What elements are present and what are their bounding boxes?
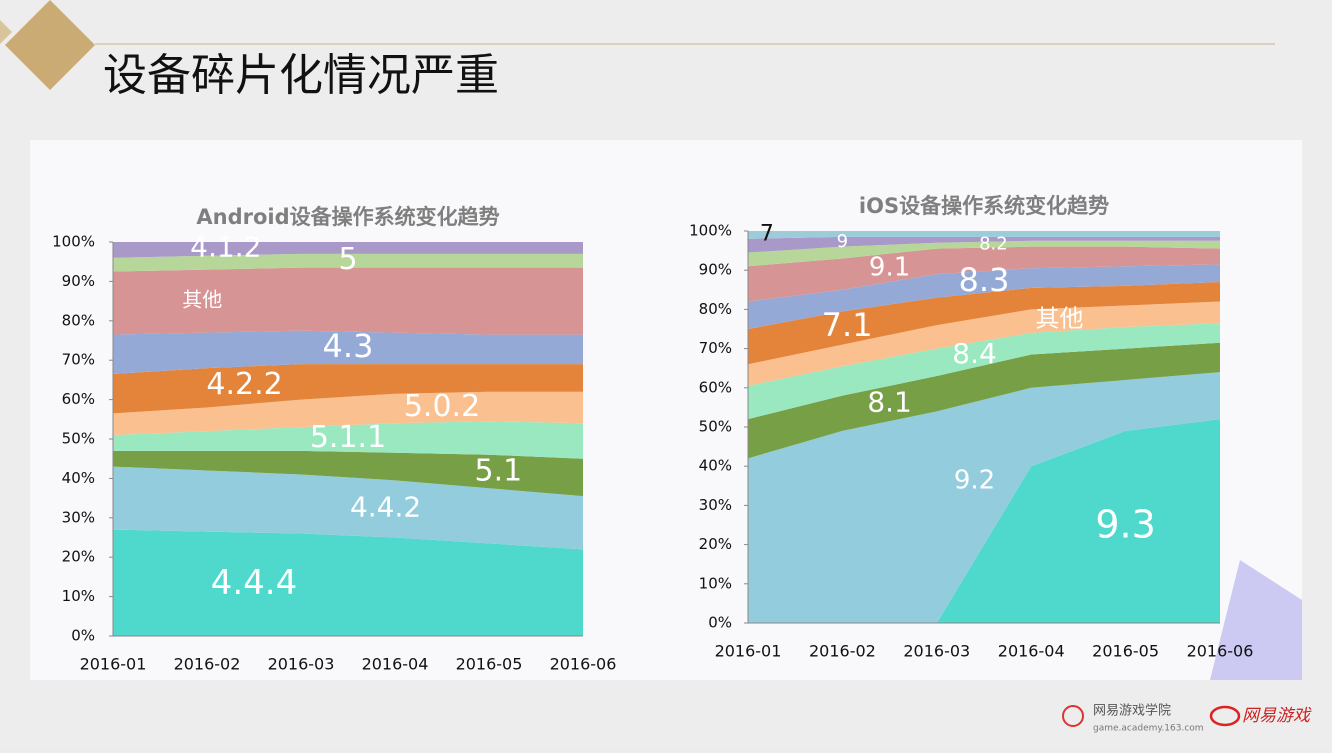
area-series bbox=[113, 421, 583, 459]
logo-url: game.academy.163.com bbox=[1093, 724, 1204, 734]
area-series bbox=[113, 529, 583, 636]
series-label: 8.1 bbox=[867, 385, 912, 418]
area-series bbox=[113, 450, 583, 497]
x-tick-label: 2016-04 bbox=[998, 642, 1065, 661]
series-label: 9 bbox=[837, 231, 848, 252]
area-series bbox=[113, 253, 583, 272]
series-label: 4.1.2 bbox=[190, 231, 261, 264]
x-tick-label: 2016-01 bbox=[80, 655, 147, 674]
y-tick-label: 30% bbox=[699, 496, 732, 514]
chart-title: iOS设备操作系统变化趋势 bbox=[859, 194, 1109, 218]
x-tick-label: 2016-04 bbox=[362, 655, 429, 674]
area-series bbox=[748, 240, 1220, 267]
area-series bbox=[748, 264, 1220, 329]
y-tick-label: 20% bbox=[699, 535, 732, 553]
slide-title: 设备碎片化情况严重 bbox=[103, 50, 499, 101]
series-label: 9.3 bbox=[1095, 502, 1155, 546]
y-tick-label: 20% bbox=[62, 548, 95, 566]
series-label: 4.4.4 bbox=[211, 563, 298, 603]
area-series bbox=[748, 323, 1220, 420]
series-label: 5 bbox=[338, 242, 357, 277]
y-tick-label: 30% bbox=[62, 508, 95, 526]
y-tick-label: 10% bbox=[699, 574, 732, 592]
y-tick-label: 50% bbox=[62, 430, 95, 448]
decor-diamond bbox=[5, 0, 95, 90]
area-series bbox=[748, 419, 1220, 623]
y-tick-label: 0% bbox=[71, 627, 95, 645]
chart-title: Android设备操作系统变化趋势 bbox=[196, 205, 499, 229]
series-label: 4.2.2 bbox=[206, 367, 282, 402]
series-label: 5.1.1 bbox=[310, 420, 386, 455]
series-label: 5.1 bbox=[475, 454, 523, 489]
series-label: 8.3 bbox=[959, 261, 1010, 299]
logo-icon bbox=[1062, 705, 1084, 727]
x-tick-label: 2016-06 bbox=[1187, 642, 1254, 661]
y-tick-label: 60% bbox=[699, 378, 732, 396]
decor-tri bbox=[0, 20, 12, 44]
area-series bbox=[113, 330, 583, 374]
y-tick-label: 0% bbox=[708, 614, 732, 632]
series-label: 8.2 bbox=[979, 234, 1008, 255]
area-series bbox=[113, 267, 583, 335]
y-tick-label: 70% bbox=[62, 351, 95, 369]
y-tick-label: 40% bbox=[62, 469, 95, 487]
logos: 网易游戏学院 game.academy.163.com 网易游戏 bbox=[1062, 703, 1312, 734]
x-tick-label: 2016-05 bbox=[1092, 642, 1159, 661]
y-tick-label: 100% bbox=[52, 233, 95, 251]
series-label: 其他 bbox=[1036, 305, 1084, 333]
area-series bbox=[748, 236, 1220, 253]
area-series bbox=[113, 242, 583, 258]
series-label: 4.4.2 bbox=[350, 490, 421, 523]
logo-academy: 网易游戏学院 bbox=[1093, 703, 1171, 719]
x-tick-label: 2016-03 bbox=[268, 655, 335, 674]
y-tick-label: 50% bbox=[699, 418, 732, 436]
x-tick-label: 2016-03 bbox=[903, 642, 970, 661]
series-label: 8.4 bbox=[952, 337, 997, 370]
x-tick-label: 2016-05 bbox=[456, 655, 523, 674]
decor-shape bbox=[1210, 560, 1302, 680]
x-tick-label: 2016-02 bbox=[809, 642, 876, 661]
logo-brand-icon bbox=[1209, 705, 1241, 727]
y-tick-label: 80% bbox=[62, 311, 95, 329]
y-tick-label: 90% bbox=[699, 261, 732, 279]
y-tick-label: 10% bbox=[62, 587, 95, 605]
area-series bbox=[748, 372, 1220, 623]
area-series bbox=[113, 391, 583, 436]
series-label: 9.2 bbox=[954, 466, 995, 496]
series-label: 7.1 bbox=[822, 306, 873, 344]
y-tick-label: 40% bbox=[699, 457, 732, 475]
area-series bbox=[748, 246, 1220, 302]
series-label: 5.0.2 bbox=[404, 389, 480, 424]
x-tick-label: 2016-06 bbox=[550, 655, 617, 674]
y-tick-label: 80% bbox=[699, 300, 732, 318]
y-tick-label: 100% bbox=[689, 222, 732, 240]
area-series bbox=[748, 301, 1220, 386]
y-tick-label: 90% bbox=[62, 272, 95, 290]
logo-brand: 网易游戏 bbox=[1242, 706, 1312, 726]
area-series bbox=[113, 466, 583, 550]
series-label: 9.1 bbox=[869, 252, 910, 282]
x-tick-label: 2016-01 bbox=[715, 642, 782, 661]
area-series bbox=[748, 342, 1220, 459]
series-label: 7 bbox=[760, 222, 774, 247]
y-tick-label: 70% bbox=[699, 339, 732, 357]
series-label: 其他 bbox=[182, 288, 222, 312]
area-series bbox=[748, 231, 1220, 239]
area-series bbox=[748, 281, 1220, 365]
series-label: 4.3 bbox=[323, 327, 374, 365]
area-series bbox=[113, 364, 583, 414]
x-tick-label: 2016-02 bbox=[174, 655, 241, 674]
y-tick-label: 60% bbox=[62, 390, 95, 408]
